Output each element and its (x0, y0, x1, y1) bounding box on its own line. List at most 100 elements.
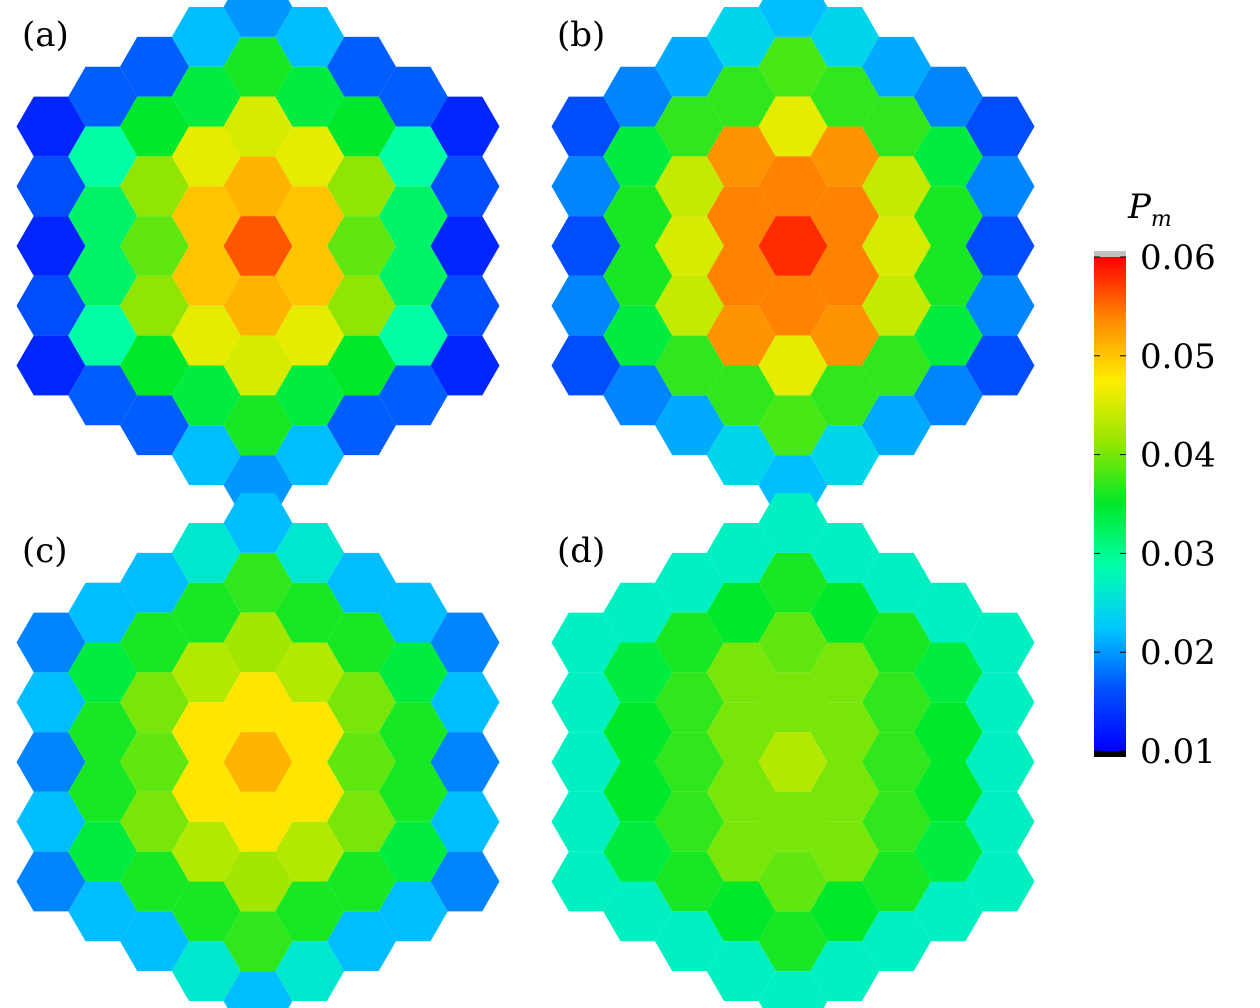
hex-cell-b-0-4 (551, 335, 621, 396)
hex-cell-c-3-0 (171, 522, 241, 583)
hex-cell-c-3-5 (171, 821, 241, 882)
hex-cell-d-6-3 (862, 732, 931, 792)
hex-cell-a-4-1 (223, 36, 293, 97)
hex-cell-c-6-4 (327, 791, 396, 852)
hex-cell-d-8-3 (965, 791, 1035, 852)
hex-cell-a-3-7 (171, 425, 241, 486)
hex-cell-a-3-3 (171, 186, 241, 246)
hex-cell-d-1-0 (603, 582, 673, 643)
hex-cell-a-2-6 (120, 395, 189, 456)
hex-cell-c-5-5 (275, 821, 345, 882)
hex-cell-b-7-4 (913, 305, 983, 366)
hex-cell-d-7-4 (913, 821, 983, 882)
hex-cell-a-7-1 (378, 126, 448, 187)
hex-cell-b-5-5 (810, 305, 880, 366)
hex-cell-d-3-4 (706, 762, 776, 822)
hex-cell-d-4-0 (758, 493, 828, 553)
hex-cell-b-8-3 (965, 275, 1035, 336)
hex-cell-d-5-2 (810, 642, 880, 703)
hex-cell-d-4-7 (758, 911, 828, 972)
hex-cell-b-7-3 (913, 246, 983, 306)
hex-cell-c-3-1 (171, 582, 241, 643)
hex-cell-b-2-3 (655, 216, 724, 276)
hex-cell-a-0-4 (16, 335, 86, 396)
hex-cell-b-1-2 (603, 186, 673, 246)
hex-cell-b-5-3 (810, 186, 880, 246)
hex-cell-d-4-3 (758, 672, 828, 733)
hex-cell-a-3-2 (171, 126, 241, 187)
hex-cell-b-3-5 (706, 305, 776, 366)
colorbar-tick-label-4: 0.02 (1140, 633, 1216, 673)
hex-cell-b-3-2 (706, 126, 776, 187)
hex-cell-b-5-4 (810, 246, 880, 306)
hex-cell-a-5-0 (275, 6, 345, 67)
hex-cell-b-5-0 (810, 6, 880, 67)
hex-cell-b-3-1 (706, 66, 776, 127)
hex-cell-d-3-6 (706, 881, 776, 942)
hex-cell-a-1-2 (68, 186, 138, 246)
hex-cell-d-6-1 (862, 612, 931, 673)
hex-cell-c-2-2 (120, 672, 189, 733)
hex-cell-b-4-4 (758, 216, 828, 276)
hex-cell-a-3-0 (171, 6, 241, 67)
hex-cell-b-6-4 (862, 275, 931, 336)
hex-cell-d-4-6 (758, 851, 828, 912)
hex-cell-a-6-1 (327, 96, 396, 157)
hex-cell-d-7-2 (913, 702, 983, 762)
hex-cell-d-2-2 (655, 672, 724, 733)
hex-cell-c-6-1 (327, 612, 396, 673)
hex-cell-a-4-0 (223, 0, 293, 37)
hex-cell-c-2-4 (120, 791, 189, 852)
hex-cell-b-6-1 (862, 96, 931, 157)
colorbar-over-cap (1094, 251, 1126, 257)
hex-cell-b-0-1 (551, 156, 621, 217)
hex-cell-c-4-6 (223, 851, 293, 912)
hex-cell-b-4-2 (758, 96, 828, 157)
hex-cell-b-2-4 (655, 275, 724, 336)
hex-cell-d-5-3 (810, 702, 880, 762)
heatmap-b (551, 0, 1035, 515)
hex-cell-d-7-5 (913, 881, 983, 942)
hex-cell-b-3-0 (706, 6, 776, 67)
colorbar-ticks: 0.06 0.05 0.04 0.03 0.02 0.01 (1094, 238, 1216, 772)
hex-cell-d-6-6 (862, 911, 931, 972)
hex-cell-b-6-0 (862, 36, 931, 97)
hex-cell-d-3-5 (706, 821, 776, 882)
hex-cell-a-6-5 (327, 335, 396, 396)
hex-cell-d-3-0 (706, 522, 776, 583)
hex-cell-a-2-4 (120, 275, 189, 336)
hex-cell-c-2-6 (120, 911, 189, 972)
hex-cell-d-5-4 (810, 762, 880, 822)
hex-cell-b-6-2 (862, 156, 931, 217)
hex-cell-c-2-0 (120, 552, 189, 613)
hex-cell-d-3-3 (706, 702, 776, 762)
hex-cell-c-1-0 (68, 582, 138, 643)
hex-cell-b-4-5 (758, 275, 828, 336)
hex-cell-a-8-1 (430, 156, 500, 217)
hex-cell-b-0-3 (551, 275, 621, 336)
hex-cell-c-6-6 (327, 911, 396, 972)
hex-cell-c-5-6 (275, 881, 345, 942)
hex-cell-c-8-3 (430, 791, 500, 852)
colorbar-title-main: P (1127, 187, 1152, 227)
hex-cell-a-2-5 (120, 335, 189, 396)
hex-cell-c-6-5 (327, 851, 396, 912)
hex-cell-d-7-0 (913, 582, 983, 643)
hex-cell-d-1-3 (603, 762, 673, 822)
hex-cell-d-7-1 (913, 642, 983, 703)
hex-cell-c-8-1 (430, 672, 500, 733)
hex-cell-a-8-3 (430, 275, 500, 336)
hex-cell-d-0-0 (551, 612, 621, 673)
hex-cell-b-2-5 (655, 335, 724, 396)
hex-cell-b-7-2 (913, 186, 983, 246)
hex-cell-b-6-3 (862, 216, 931, 276)
hex-cell-c-4-8 (223, 971, 293, 1008)
hex-cell-a-7-4 (378, 305, 448, 366)
hex-cell-d-8-1 (965, 672, 1035, 733)
colorbar-tick-label-5: 0.01 (1140, 732, 1216, 772)
hex-cell-c-0-2 (16, 732, 86, 792)
hex-cell-a-1-1 (68, 126, 138, 187)
hex-cell-c-3-7 (171, 941, 241, 1002)
hex-cell-d-1-5 (603, 881, 673, 942)
